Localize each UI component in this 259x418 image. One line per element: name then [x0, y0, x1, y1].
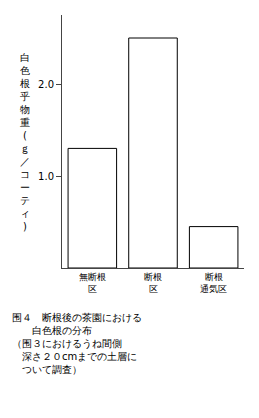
svg-text:围４ 断根後の茶園における 白色根の分布（围３におけるうね: 围４ 断根後の茶園における 白色根の分布（围３におけるうね間側 深さ２０cmまで…: [12, 312, 142, 375]
svg-text:断根通気区: 断根通気区: [200, 272, 227, 294]
svg-text:1.0: 1.0: [38, 171, 54, 182]
svg-text:無断根区: 無断根区: [79, 272, 106, 294]
svg-text:白色根乎物重(ｇ／コーティ): 白色根乎物重(ｇ／コーティ): [20, 52, 30, 232]
svg-text:2.0: 2.0: [38, 79, 54, 90]
svg-text:断根区: 断根区: [144, 272, 162, 294]
